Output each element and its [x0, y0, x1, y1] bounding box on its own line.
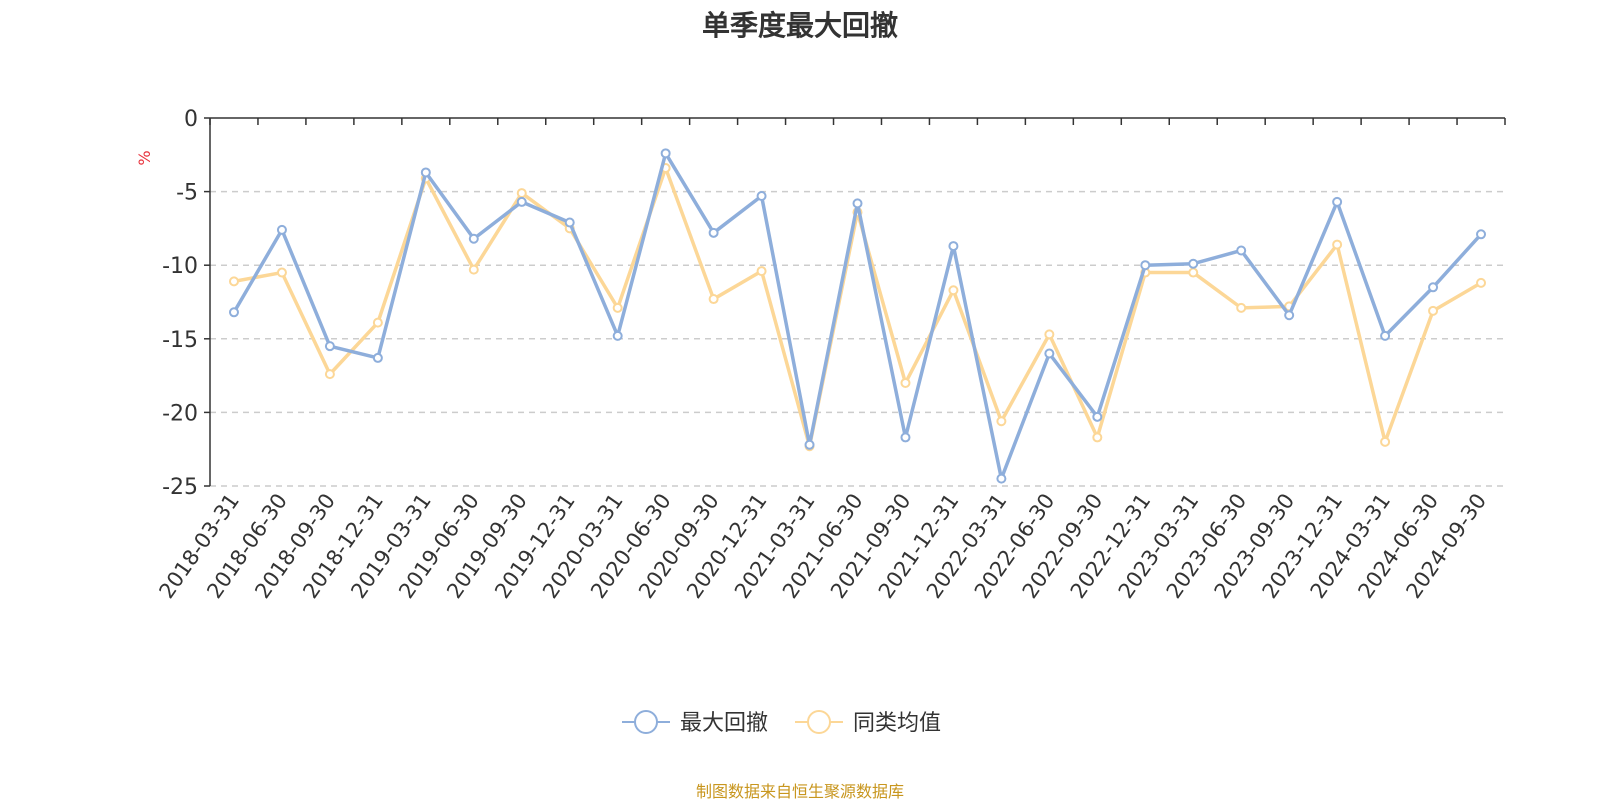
- data-point: [756, 266, 767, 277]
- data-point: [612, 330, 623, 341]
- data-point: [1236, 245, 1247, 256]
- data-point: [276, 267, 287, 278]
- data-point: [1236, 302, 1247, 313]
- legend[interactable]: 最大回撤 同类均值: [622, 710, 941, 736]
- grid-lines: [210, 190, 1505, 487]
- data-point: [612, 302, 623, 313]
- data-point: [1428, 305, 1439, 316]
- data-point: [1428, 282, 1439, 293]
- data-point: [900, 377, 911, 388]
- data-point: [1380, 330, 1391, 341]
- data-point: [1140, 260, 1151, 271]
- data-point: [228, 276, 239, 287]
- data-point: [948, 285, 959, 296]
- data-point: [564, 217, 575, 228]
- data-point: [1044, 348, 1055, 359]
- y-tick-label: -25: [162, 475, 198, 500]
- data-point: [996, 416, 1007, 427]
- data-point: [1092, 432, 1103, 443]
- data-point: [1188, 258, 1199, 269]
- data-point: [708, 294, 719, 305]
- data-point: [1332, 239, 1343, 250]
- legend-marker: [634, 710, 658, 734]
- legend-label: 同类均值: [853, 711, 941, 736]
- chart-title: 单季度最大回撤: [701, 9, 898, 42]
- data-point: [1044, 329, 1055, 340]
- data-point: [516, 188, 527, 199]
- legend-item[interactable]: 同类均值: [795, 710, 941, 736]
- data-point: [852, 198, 863, 209]
- data-point: [804, 439, 815, 450]
- data-point: [900, 432, 911, 443]
- data-point: [1476, 277, 1487, 288]
- data-point: [228, 307, 239, 318]
- data-point: [372, 352, 383, 363]
- y-tick-label: -5: [176, 181, 198, 206]
- data-point: [372, 317, 383, 328]
- legend-marker: [807, 710, 831, 734]
- data-point: [996, 473, 1007, 484]
- legend-item[interactable]: 最大回撤: [622, 710, 768, 736]
- data-point: [1188, 267, 1199, 278]
- data-point: [324, 341, 335, 352]
- data-point: [468, 264, 479, 275]
- legend-label: 最大回撤: [680, 711, 768, 736]
- data-point: [420, 167, 431, 178]
- data-point: [1284, 310, 1295, 321]
- data-point: [1476, 229, 1487, 240]
- data-point: [468, 233, 479, 244]
- data-point: [1092, 411, 1103, 422]
- y-tick-label: -15: [162, 328, 198, 353]
- series-lines: [228, 148, 1487, 484]
- data-point: [1380, 436, 1391, 447]
- data-point: [324, 369, 335, 380]
- y-tick-label: -20: [162, 401, 198, 426]
- data-point: [948, 241, 959, 252]
- data-point: [756, 191, 767, 202]
- data-point: [276, 224, 287, 235]
- data-point: [516, 196, 527, 207]
- data-point: [1332, 196, 1343, 207]
- axes: 0-5-10-15-20-25%2018-03-312018-06-302018…: [135, 107, 1506, 603]
- y-tick-label: -10: [162, 254, 198, 279]
- source-note: 制图数据来自恒生聚源数据库: [695, 782, 904, 801]
- y-tick-label: 0: [184, 107, 198, 132]
- data-point: [660, 148, 671, 159]
- data-point: [708, 227, 719, 238]
- y-axis-label: %: [135, 150, 154, 165]
